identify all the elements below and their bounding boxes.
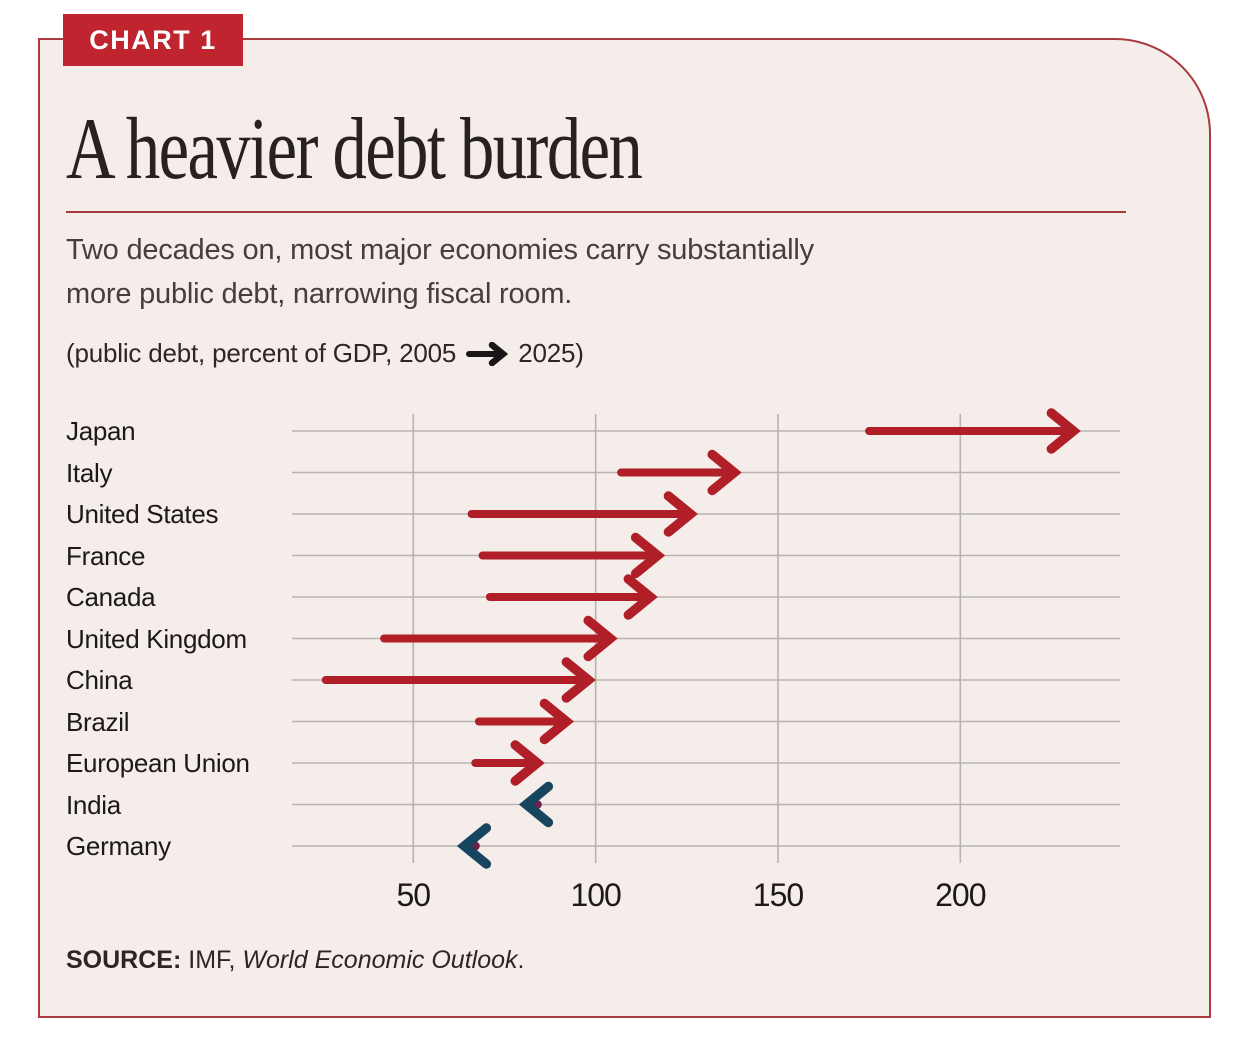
arrow-head-right <box>630 532 666 579</box>
increase-arrow-italy <box>617 449 742 496</box>
country-label-japan: Japan <box>66 416 136 446</box>
arrow-head-right <box>561 657 596 703</box>
source-label: SOURCE: <box>66 946 182 974</box>
note-prefix: (public debt, percent of GDP, 2005 <box>66 338 457 368</box>
arrow-head-right <box>707 449 742 496</box>
country-label-france: France <box>66 540 146 571</box>
chart-unit-note: (public debt, percent of GDP, 2005 2025) <box>66 338 584 369</box>
source-terminator: . <box>517 946 525 974</box>
increase-arrow-european-union <box>471 740 545 786</box>
source-publication: World Economic Outlook <box>242 946 518 974</box>
arrow-head-right <box>583 615 618 662</box>
decrease-arrow-india <box>518 781 554 828</box>
subtitle-line-2: more public debt, narrowing fiscal room. <box>66 278 573 311</box>
x-axis-tick-labels: 50 100 150 200 <box>397 877 987 913</box>
source-publisher: IMF, <box>181 946 243 974</box>
right-arrow-icon <box>466 341 509 366</box>
country-label-brazil: Brazil <box>66 706 130 737</box>
increase-arrow-france <box>478 532 666 579</box>
country-label-european-union: European Union <box>66 748 250 778</box>
source-line: SOURCE: IMF, World Economic Outlook. <box>66 946 524 975</box>
country-label-india: India <box>66 789 121 820</box>
title-divider <box>66 211 1126 213</box>
country-label-germany: Germany <box>66 831 171 861</box>
x-axis-tick-label: 100 <box>570 877 621 913</box>
arrow-head-right <box>510 740 545 786</box>
debt-arrows <box>321 408 1081 869</box>
subtitle-line-1: Two decades on, most major economies car… <box>66 234 814 266</box>
x-axis-tick-label: 150 <box>753 877 804 913</box>
increase-arrow-japan <box>865 408 1081 454</box>
chart-subtitle: Two decades on, most major economies car… <box>66 228 814 316</box>
arrow-head-right <box>539 698 574 745</box>
debt-arrow-chart: 50 100 150 200 <box>292 408 1120 913</box>
country-label-united-states: United States <box>66 499 219 529</box>
country-label-united-kingdom: United Kingdom <box>66 623 247 654</box>
arrow-head-right <box>623 574 658 620</box>
increase-arrow-united-kingdom <box>380 615 618 662</box>
country-label-italy: Italy <box>66 457 113 488</box>
decrease-arrow-germany <box>456 823 492 869</box>
arrow-head-right <box>1046 408 1081 454</box>
chart-number-badge: CHART 1 <box>63 14 243 66</box>
increase-arrow-brazil <box>474 698 574 745</box>
country-label-canada: Canada <box>66 582 156 612</box>
increase-arrow-canada <box>485 574 658 620</box>
x-axis-tick-label: 50 <box>397 877 431 913</box>
increase-arrow-united-states <box>467 491 698 537</box>
increase-arrow-china <box>321 657 596 703</box>
x-axis-tick-label: 200 <box>935 877 986 913</box>
chart-title: A heavier debt burden <box>66 101 643 198</box>
arrow-head-right <box>663 491 698 537</box>
arrow-head-left <box>456 823 492 869</box>
note-suffix: 2025) <box>518 338 584 368</box>
country-label-china: China <box>66 665 133 695</box>
chart-panel: CHART 1 A heavier debt burden Two decade… <box>38 14 1211 1018</box>
arrow-head-left <box>518 781 554 828</box>
